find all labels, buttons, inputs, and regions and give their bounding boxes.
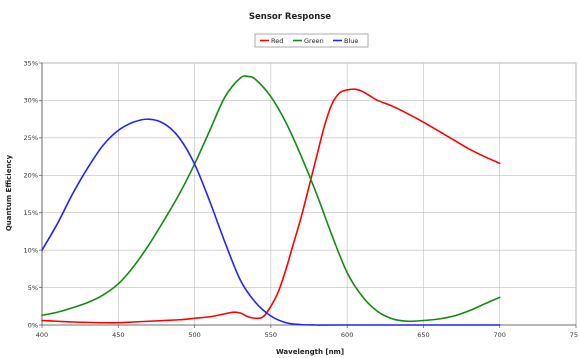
x-axis-ticks: 400 450 500 550 600 650 700 75 — [36, 325, 578, 339]
x-tick-label: 650 — [417, 331, 429, 339]
x-tick-label: 450 — [112, 331, 124, 339]
x-tick-label: 75 — [570, 331, 578, 339]
y-axis-label: Quantum Efficiency — [5, 154, 13, 231]
x-tick-label: 600 — [341, 331, 353, 339]
x-tick-label: 700 — [494, 331, 506, 339]
x-tick-label: 500 — [188, 331, 200, 339]
y-tick-label: 15% — [24, 209, 38, 217]
x-tick-label: 550 — [265, 331, 277, 339]
series-line-red — [41, 88, 501, 324]
y-tick-label: 0% — [28, 321, 38, 329]
y-tick-label: 20% — [24, 172, 38, 180]
legend-label-green: Green — [304, 37, 324, 45]
series-line-blue — [41, 118, 501, 326]
series-layer — [41, 75, 501, 326]
y-axis-ticks: 0% 5% 10% 15% 20% 25% 30% 35% — [24, 59, 42, 329]
legend-label-blue: Blue — [344, 37, 358, 45]
y-tick-label: 35% — [24, 59, 38, 67]
y-tick-label: 30% — [24, 97, 38, 105]
y-tick-label: 5% — [28, 284, 38, 292]
series-line-green — [41, 75, 501, 323]
legend: Red Green Blue — [254, 33, 369, 48]
y-tick-label: 10% — [24, 246, 38, 254]
legend-box — [254, 33, 369, 48]
plot-frame — [41, 62, 577, 326]
y-tick-label: 25% — [24, 134, 38, 142]
x-axis-label: Wavelength [nm] — [276, 348, 344, 356]
grid — [41, 62, 577, 326]
legend-items: Red Green Blue — [260, 37, 358, 45]
legend-label-red: Red — [271, 37, 283, 45]
chart-title: Sensor Response — [249, 12, 331, 22]
x-tick-label: 400 — [36, 331, 48, 339]
